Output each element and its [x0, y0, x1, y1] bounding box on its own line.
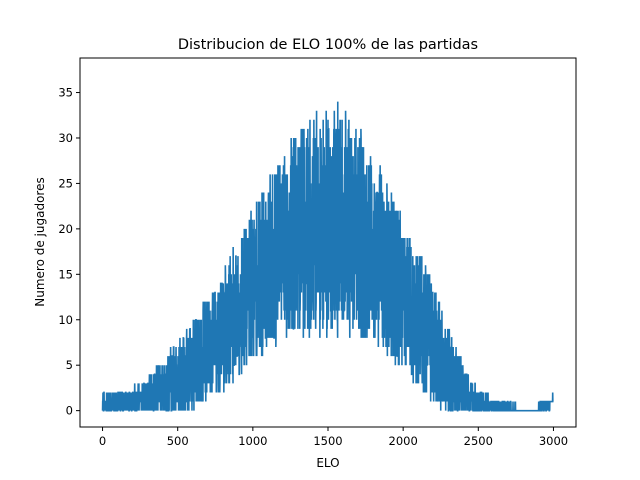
y-tick-label: 20	[58, 222, 73, 236]
y-tick-label: 0	[66, 404, 73, 418]
x-axis-label: ELO	[316, 456, 339, 470]
chart-title: Distribucion de ELO 100% de las partidas	[178, 37, 478, 53]
x-tick-label: 2500	[464, 434, 493, 448]
x-tick-label: 3000	[539, 434, 568, 448]
y-tick-label: 10	[58, 313, 73, 327]
y-tick-label: 30	[58, 131, 73, 145]
y-tick-label: 15	[58, 267, 73, 281]
x-tick-label: 1000	[238, 434, 267, 448]
series-layer	[101, 101, 554, 412]
x-tick-label: 2000	[389, 434, 418, 448]
y-tick-label: 25	[58, 176, 73, 190]
y-axis-label: Numero de jugadores	[33, 177, 47, 306]
x-tick-label: 1500	[313, 434, 342, 448]
y-tick-label: 5	[66, 358, 73, 372]
y-axis: 0 5 10 15 20 25 30 35	[58, 86, 80, 418]
y-tick-label: 35	[58, 86, 73, 100]
x-tick-label: 500	[167, 434, 189, 448]
x-axis: 0 500 1000 1500 2000 2500 3000	[99, 427, 568, 448]
x-tick-label: 0	[99, 434, 106, 448]
series-line	[101, 101, 554, 412]
